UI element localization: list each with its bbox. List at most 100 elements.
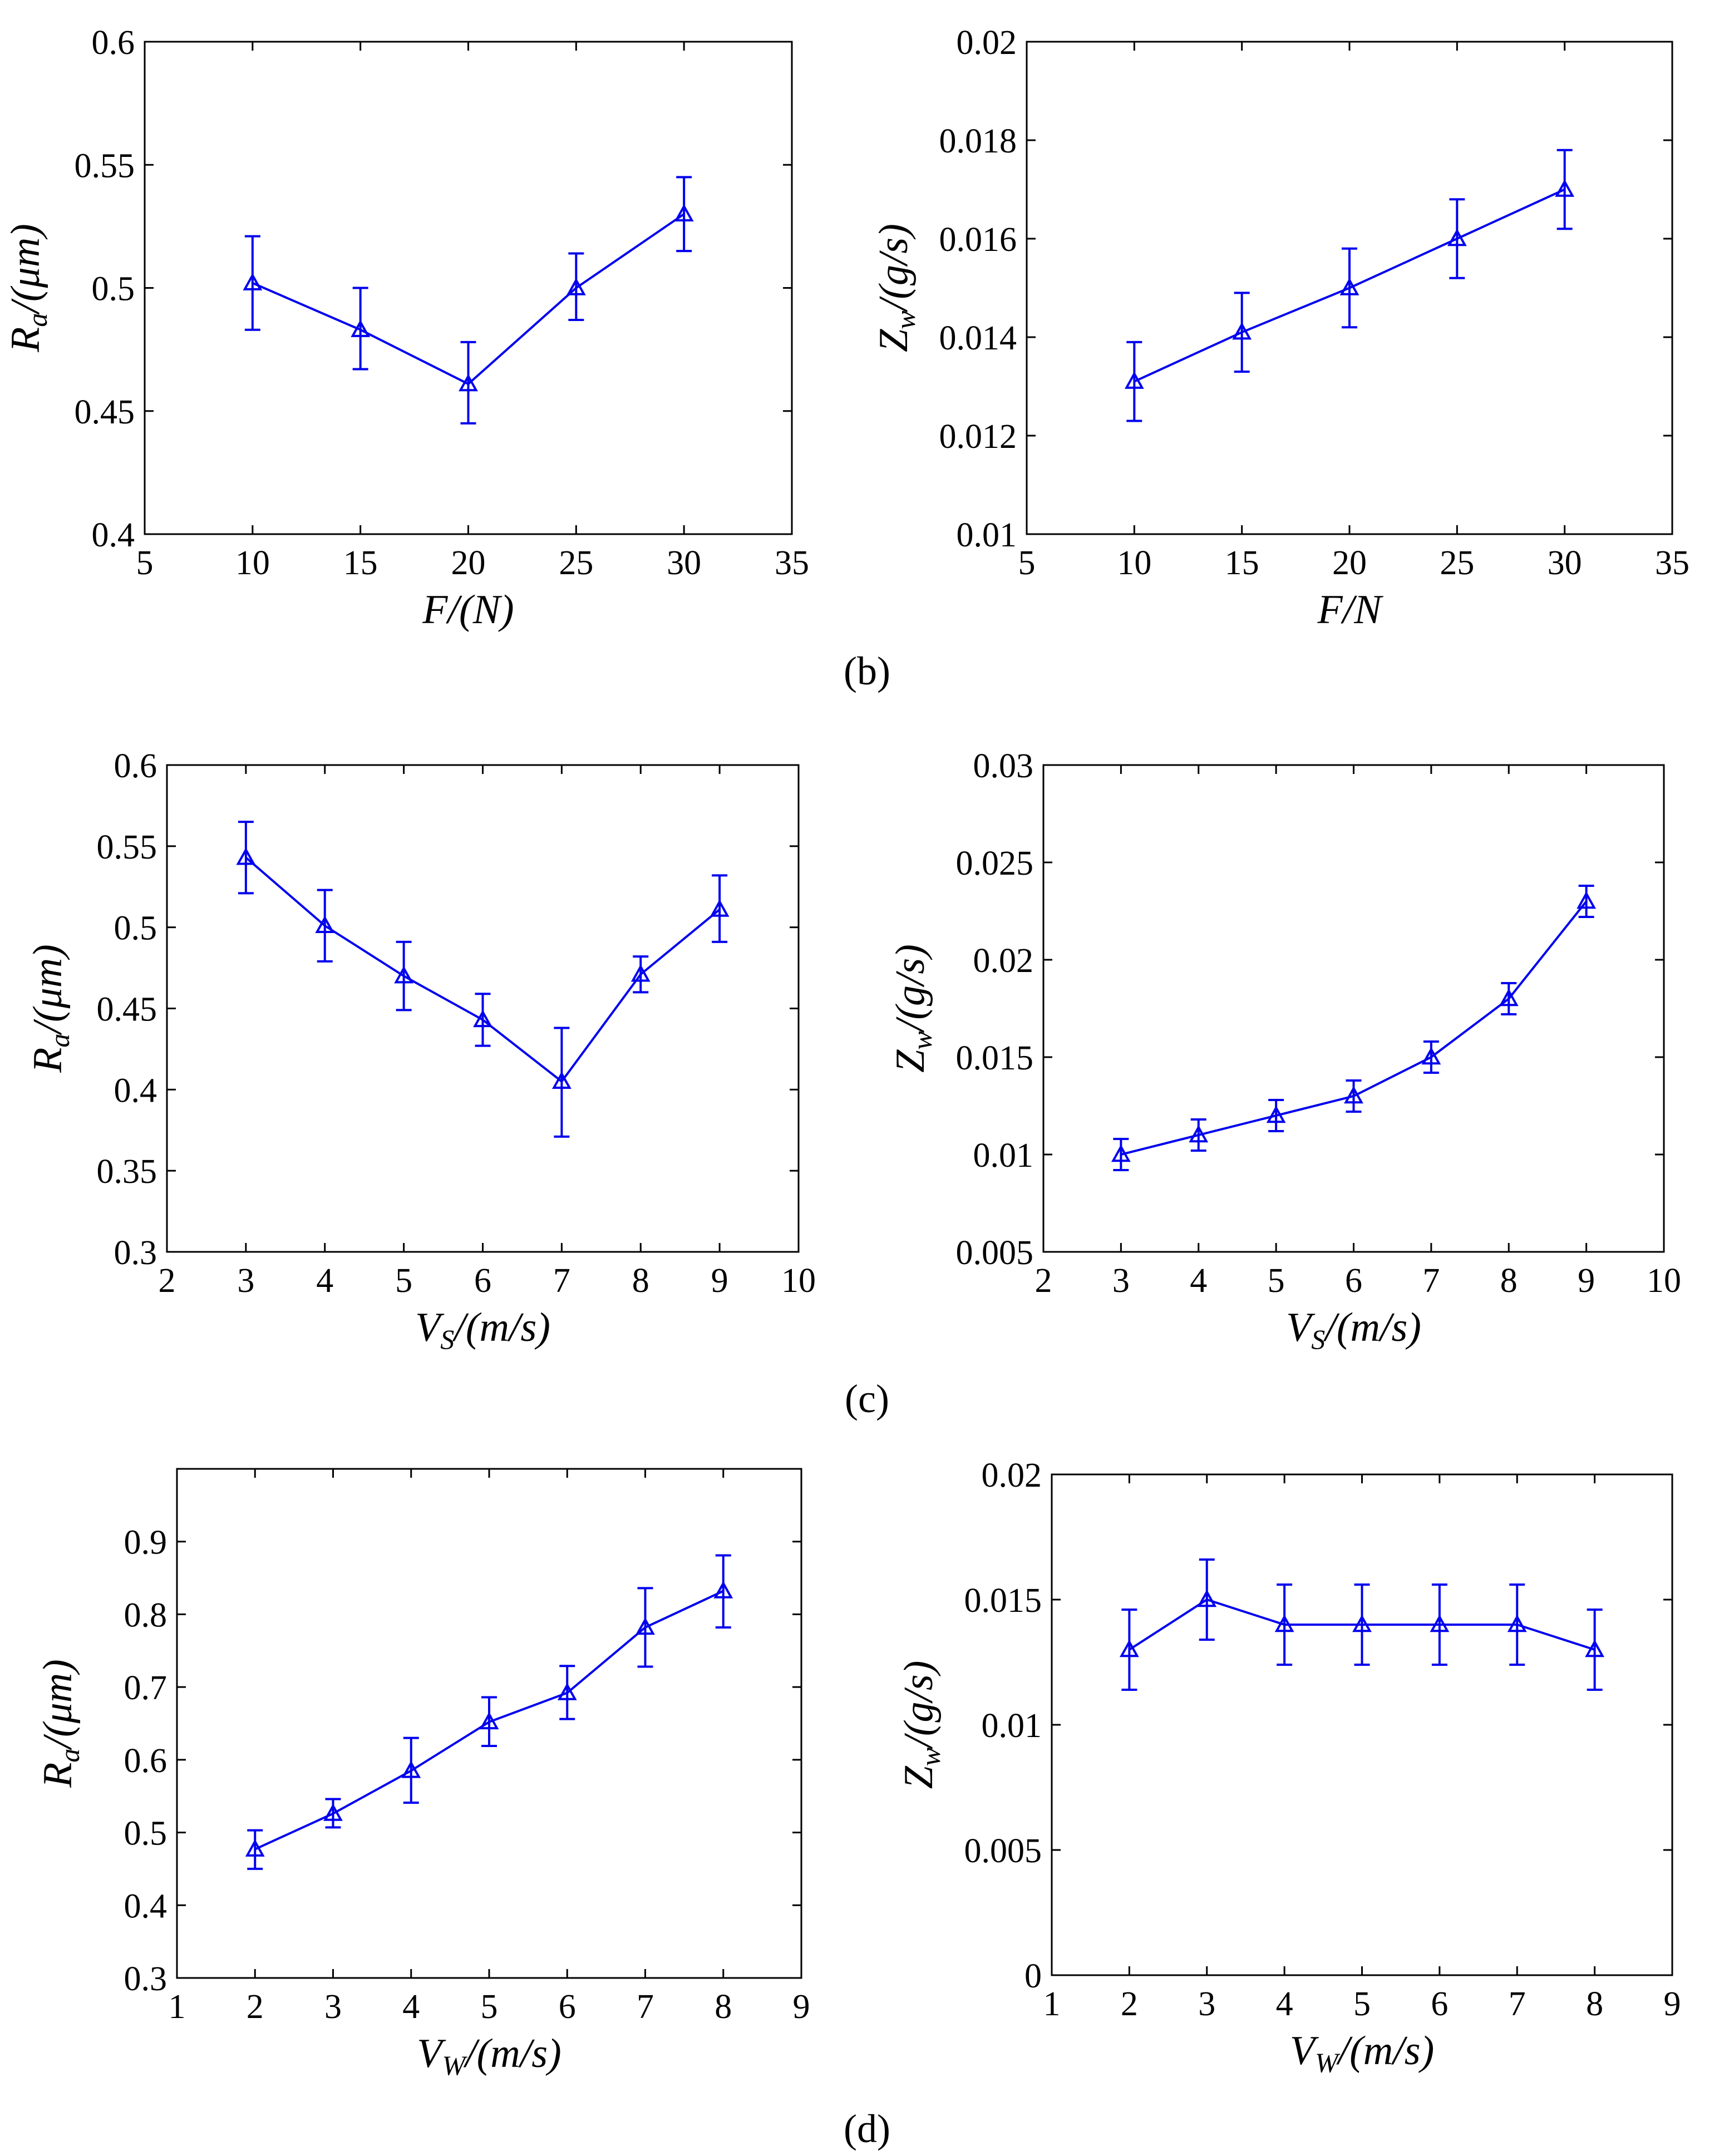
data-point-marker <box>401 1760 421 1778</box>
x-tick-label: 1 <box>1043 1985 1061 2023</box>
y-axis-label: Zw/(g/s) <box>888 944 938 1073</box>
data-point-marker <box>636 1617 655 1635</box>
data-point-marker <box>245 1839 265 1857</box>
x-tick-label: 15 <box>343 544 378 582</box>
y-tick-label: 0.01 <box>957 516 1017 554</box>
caption-c: (c) <box>845 1377 889 1421</box>
data-point-marker <box>710 899 730 917</box>
x-tick-label: 3 <box>324 1988 342 2026</box>
data-point-marker <box>473 1009 492 1028</box>
data-point-marker <box>1119 1639 1139 1657</box>
data-point-marker <box>1266 1105 1286 1123</box>
y-tick-label: 0.5 <box>92 270 135 308</box>
x-tick-label: 7 <box>1422 1262 1440 1300</box>
x-tick-label: 20 <box>451 544 486 582</box>
caption-b: (b) <box>844 649 890 693</box>
y-tick-label: 0.02 <box>957 24 1017 62</box>
data-point-marker <box>1111 1144 1131 1162</box>
y-tick-label: 0.4 <box>114 1072 157 1109</box>
y-tick-label: 0.005 <box>964 1832 1042 1870</box>
y-axis-label: Zw/(g/s) <box>871 224 921 352</box>
data-point-marker <box>713 1581 733 1599</box>
y-tick-label: 0.4 <box>124 1887 168 1925</box>
x-tick-label: 8 <box>715 1988 732 2026</box>
x-tick-label: 6 <box>1431 1985 1448 2023</box>
data-point-marker <box>315 915 335 933</box>
x-tick-label: 6 <box>1345 1262 1362 1300</box>
x-tick-label: 2 <box>247 1988 264 2026</box>
x-tick-label: 35 <box>1655 544 1689 582</box>
x-tick-label: 20 <box>1332 544 1367 582</box>
x-tick-label: 4 <box>316 1262 333 1300</box>
x-axis-label: F/N <box>1317 587 1383 633</box>
y-axis-label: Ra/(μm) <box>35 1659 85 1788</box>
y-tick-label: 0.6 <box>92 24 135 62</box>
x-tick-label: 2 <box>159 1262 176 1300</box>
x-tick-label: 9 <box>1578 1262 1595 1300</box>
x-axis-label: VS/(m/s) <box>1286 1305 1421 1355</box>
data-point-marker <box>1339 278 1359 295</box>
x-tick-label: 10 <box>235 544 270 582</box>
data-point-marker <box>351 319 371 337</box>
y-tick-label: 0.018 <box>939 122 1017 160</box>
data-point-marker <box>630 964 651 982</box>
chart-c-left: 2 3 4 5 6 7 8 9 10 0.3 0.35 0.4 0.45 0.5 0.55 0.6 VS/(m/… <box>25 747 816 1355</box>
y-tick-label: 0.014 <box>939 319 1017 357</box>
x-tick-label: 4 <box>1190 1262 1207 1300</box>
y-tick-label: 0.6 <box>114 747 157 785</box>
y-tick-label: 0.02 <box>982 1457 1042 1494</box>
x-tick-label: 7 <box>1509 1985 1526 2023</box>
data-point-marker <box>1189 1124 1209 1143</box>
x-tick-label: 10 <box>1117 544 1151 582</box>
y-tick-label: 0.6 <box>124 1742 168 1780</box>
caption-d: (d) <box>844 2106 890 2151</box>
y-tick-label: 0.016 <box>939 221 1017 259</box>
x-tick-label: 8 <box>632 1262 649 1300</box>
y-tick-label: 0.3 <box>114 1234 157 1272</box>
x-tick-label: 9 <box>711 1262 728 1300</box>
y-tick-label: 0.35 <box>97 1153 157 1191</box>
chart-c-right: 2 3 4 5 6 7 8 9 10 0.005 0.01 0.015 0.02 0.025 0.03 VS/… <box>888 747 1681 1355</box>
x-tick-label: 3 <box>1112 1262 1130 1300</box>
y-tick-label: 0.4 <box>92 516 135 554</box>
data-point-marker <box>1197 1589 1217 1607</box>
y-tick-label: 0.8 <box>124 1596 168 1634</box>
y-tick-label: 0.45 <box>75 393 135 431</box>
data-point-marker <box>243 273 263 290</box>
y-axis-label: Ra/(μm) <box>3 224 53 353</box>
data-point-marker <box>1577 891 1597 909</box>
data-point-marker <box>1499 988 1519 1007</box>
y-tick-label: 0.01 <box>982 1707 1042 1745</box>
y-tick-label: 0.025 <box>956 845 1034 882</box>
y-tick-label: 0.02 <box>973 942 1034 980</box>
data-point-marker <box>551 1071 572 1089</box>
x-axis-label: F/(N) <box>422 587 514 633</box>
chart-d-right: 1 2 3 4 5 6 7 8 9 0 0.005 0.01 0.015 0.02 VW/(m/s) Zw/(… <box>896 1457 1681 2078</box>
y-tick-label: 0.55 <box>97 828 157 866</box>
x-tick-label: 7 <box>553 1262 570 1300</box>
data-point-marker <box>1555 179 1575 197</box>
data-point-marker <box>1274 1614 1294 1632</box>
y-tick-label: 0.9 <box>124 1524 168 1562</box>
data-point-marker <box>1430 1614 1450 1632</box>
data-point-marker <box>1124 371 1144 389</box>
x-tick-label: 3 <box>237 1262 254 1300</box>
y-tick-label: 0.01 <box>973 1137 1034 1175</box>
y-tick-label: 0.015 <box>964 1582 1042 1620</box>
y-tick-label: 0.015 <box>956 1039 1034 1077</box>
x-tick-label: 9 <box>1664 1985 1681 2023</box>
y-tick-label: 0.5 <box>114 910 157 948</box>
data-point-marker <box>1352 1614 1372 1632</box>
y-axis-label: Zw/(g/s) <box>896 1661 946 1789</box>
x-axis-label: VW/(m/s) <box>1290 2028 1435 2078</box>
x-tick-label: 4 <box>402 1988 420 2026</box>
x-tick-label: 30 <box>667 544 701 582</box>
data-point-marker <box>1447 228 1467 246</box>
y-tick-label: 0.3 <box>124 1960 168 1998</box>
y-tick-label: 0.005 <box>956 1234 1034 1272</box>
x-tick-label: 25 <box>559 544 593 582</box>
y-tick-label: 0 <box>1024 1957 1042 1995</box>
x-tick-label: 2 <box>1121 1985 1138 2023</box>
